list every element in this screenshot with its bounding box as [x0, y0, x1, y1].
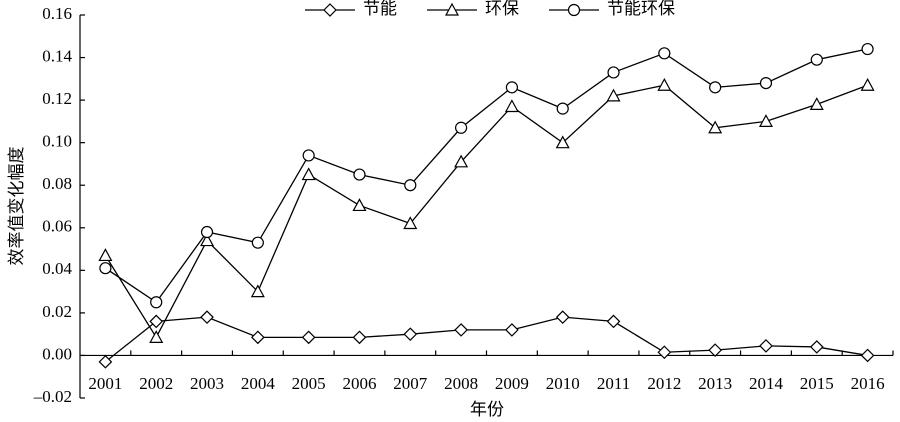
marker	[607, 66, 620, 79]
marker	[505, 81, 519, 94]
marker	[149, 330, 164, 343]
x-tick-label: 2012	[647, 374, 681, 393]
marker	[556, 102, 569, 115]
marker	[809, 97, 824, 110]
marker	[352, 330, 367, 345]
legend-marker	[444, 2, 460, 16]
x-tick-label: 2015	[800, 374, 834, 393]
marker	[606, 88, 621, 102]
series-line	[105, 48, 868, 304]
x-tick-label: 2007	[393, 374, 428, 393]
legend-label: 节能	[363, 0, 397, 18]
x-tick-label: 2001	[88, 374, 122, 393]
marker	[505, 323, 519, 337]
marker	[98, 354, 113, 369]
y-tick-label: 0.12	[42, 89, 72, 108]
y-tick-label: 0.04	[42, 259, 72, 278]
marker	[657, 77, 672, 91]
y-tick-label: 0.16	[42, 4, 72, 23]
y-tick-label: 0.00	[42, 344, 72, 363]
marker	[759, 76, 773, 90]
x-tick-label: 2013	[698, 374, 732, 393]
y-tick-label: 0.14	[42, 46, 72, 65]
marker	[809, 340, 824, 354]
marker	[555, 135, 570, 149]
marker	[250, 330, 265, 345]
x-tick-label: 2003	[190, 374, 224, 393]
y-tick-label: 0.06	[42, 217, 72, 236]
marker	[200, 310, 214, 324]
marker	[403, 216, 418, 230]
legend-marker	[567, 3, 581, 17]
marker	[657, 345, 672, 360]
x-tick-label: 2005	[292, 374, 326, 393]
x-axis-label: 年份	[470, 400, 504, 419]
marker	[708, 120, 723, 134]
y-tick-label: –0.02	[33, 387, 72, 406]
legend-label: 节能环保	[607, 0, 675, 18]
marker	[98, 248, 113, 262]
x-tick-label: 2009	[495, 374, 529, 393]
marker	[810, 53, 823, 66]
marker	[301, 330, 316, 345]
marker	[250, 284, 265, 298]
marker	[150, 296, 163, 309]
marker	[149, 314, 164, 329]
marker	[200, 225, 214, 239]
marker	[403, 327, 418, 342]
marker	[709, 81, 722, 94]
marker	[606, 314, 621, 329]
y-tick-label: 0.10	[42, 132, 72, 151]
marker	[301, 167, 316, 181]
marker	[658, 47, 671, 60]
series-line	[105, 316, 868, 363]
marker	[860, 77, 875, 91]
x-tick-label: 2008	[444, 374, 478, 393]
x-tick-label: 2006	[342, 374, 376, 393]
marker	[353, 168, 366, 181]
marker	[708, 343, 723, 357]
y-tick-label: 0.02	[42, 302, 72, 321]
marker	[99, 262, 112, 275]
x-tick-label: 2004	[241, 374, 276, 393]
x-tick-label: 2014	[749, 374, 784, 393]
x-tick-label: 2016	[851, 374, 885, 393]
y-axis-label: 效率值变化幅度	[7, 147, 26, 266]
marker	[352, 198, 367, 212]
marker	[504, 99, 519, 113]
marker	[404, 179, 417, 192]
marker	[454, 154, 469, 168]
x-tick-label: 2011	[597, 374, 630, 393]
marker	[758, 114, 773, 127]
marker	[302, 149, 315, 162]
marker	[454, 323, 468, 337]
marker	[759, 339, 773, 353]
marker	[860, 348, 875, 363]
marker	[200, 233, 215, 247]
series-line	[104, 84, 868, 339]
marker	[454, 121, 468, 134]
marker	[555, 310, 570, 324]
legend-label: 环保	[485, 0, 519, 18]
x-tick-label: 2010	[546, 374, 580, 393]
legend-marker	[323, 3, 337, 17]
marker	[251, 236, 264, 249]
y-tick-label: 0.08	[42, 174, 72, 193]
x-tick-label: 2002	[139, 374, 173, 393]
marker	[861, 42, 874, 56]
